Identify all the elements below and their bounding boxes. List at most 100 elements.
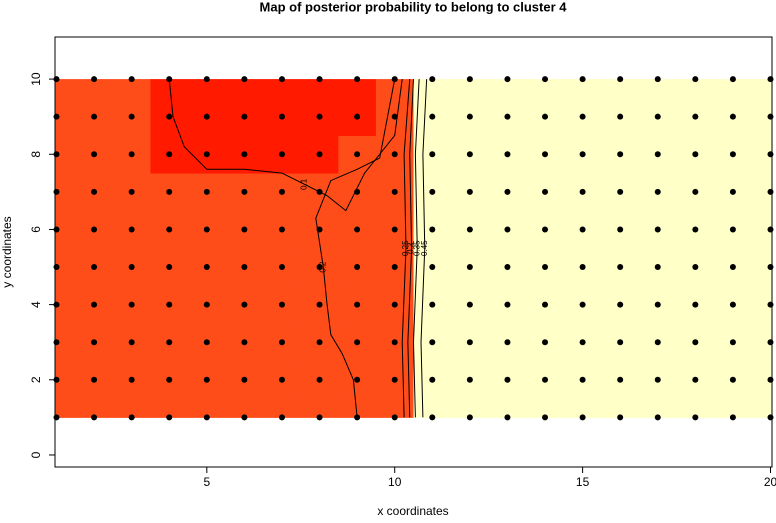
point <box>391 301 398 308</box>
contour-label: 0.25 <box>401 240 410 256</box>
field-cell <box>601 398 640 418</box>
point <box>466 301 473 308</box>
point <box>729 339 736 346</box>
point <box>203 376 210 383</box>
point <box>542 264 549 271</box>
field-cell <box>751 135 773 174</box>
x-tick-label: 5 <box>203 475 210 489</box>
point <box>729 414 736 421</box>
contour-label: 0.1 <box>300 178 309 190</box>
contour-label: 0.45 <box>420 240 429 256</box>
point <box>354 301 361 308</box>
point <box>278 76 285 83</box>
point <box>579 376 586 383</box>
point <box>729 151 736 158</box>
field-cell <box>55 323 76 362</box>
field-cell <box>55 173 76 212</box>
point <box>128 376 135 383</box>
point <box>504 113 511 120</box>
y-tick-label: 4 <box>29 301 43 308</box>
point <box>203 264 210 271</box>
field-cell <box>676 79 715 99</box>
contour-line <box>315 79 396 418</box>
point <box>278 226 285 233</box>
point <box>354 376 361 383</box>
point <box>542 376 549 383</box>
point <box>203 76 210 83</box>
point <box>617 339 624 346</box>
field-cell <box>75 79 114 99</box>
field-cell <box>188 79 227 99</box>
point <box>354 414 361 421</box>
x-tick-label: 10 <box>388 475 402 489</box>
field-cell <box>563 398 602 418</box>
field-cell <box>413 79 452 99</box>
field-cell <box>300 398 339 418</box>
point <box>391 414 398 421</box>
point <box>504 301 511 308</box>
point <box>53 264 60 271</box>
x-tick-label: 20 <box>764 475 776 489</box>
point <box>429 151 436 158</box>
point <box>203 226 210 233</box>
point <box>579 264 586 271</box>
point <box>617 301 624 308</box>
point <box>316 226 323 233</box>
field-cell <box>338 79 377 99</box>
point <box>241 188 248 195</box>
point <box>391 188 398 195</box>
contour-line <box>407 79 414 418</box>
point <box>692 226 699 233</box>
field-cell <box>751 398 773 418</box>
point <box>429 414 436 421</box>
point <box>429 113 436 120</box>
point <box>579 113 586 120</box>
point <box>53 113 60 120</box>
point <box>128 113 135 120</box>
field-cell <box>55 248 76 287</box>
field-cell <box>751 248 773 287</box>
y-tick-label: 8 <box>29 151 43 158</box>
point <box>729 376 736 383</box>
point <box>316 414 323 421</box>
contour-line <box>412 79 420 418</box>
field-cell <box>55 135 76 174</box>
point <box>166 264 173 271</box>
point <box>654 376 661 383</box>
point <box>429 339 436 346</box>
field-cell <box>451 398 490 418</box>
point <box>617 188 624 195</box>
point <box>692 151 699 158</box>
point <box>128 151 135 158</box>
point <box>391 376 398 383</box>
point <box>504 188 511 195</box>
point <box>278 376 285 383</box>
point <box>692 339 699 346</box>
point <box>617 264 624 271</box>
point <box>128 76 135 83</box>
point <box>654 113 661 120</box>
point <box>128 226 135 233</box>
point <box>466 376 473 383</box>
field-cell <box>638 79 678 99</box>
field-cell <box>751 173 773 212</box>
point <box>316 339 323 346</box>
point <box>53 414 60 421</box>
point <box>429 226 436 233</box>
point <box>466 414 473 421</box>
plot-frame <box>54 36 773 468</box>
point <box>617 113 624 120</box>
point <box>91 113 98 120</box>
point <box>767 264 774 271</box>
point <box>91 376 98 383</box>
point <box>203 301 210 308</box>
field-cell <box>375 79 414 99</box>
y-tick-label: 10 <box>29 72 43 86</box>
point <box>542 414 549 421</box>
point <box>767 76 774 83</box>
point <box>91 339 98 346</box>
point <box>91 301 98 308</box>
field-cell <box>55 79 76 99</box>
contour-label: 0.2 <box>318 261 327 273</box>
